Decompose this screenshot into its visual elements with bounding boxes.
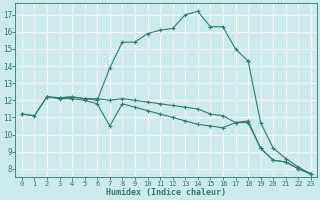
X-axis label: Humidex (Indice chaleur): Humidex (Indice chaleur) — [106, 188, 226, 197]
